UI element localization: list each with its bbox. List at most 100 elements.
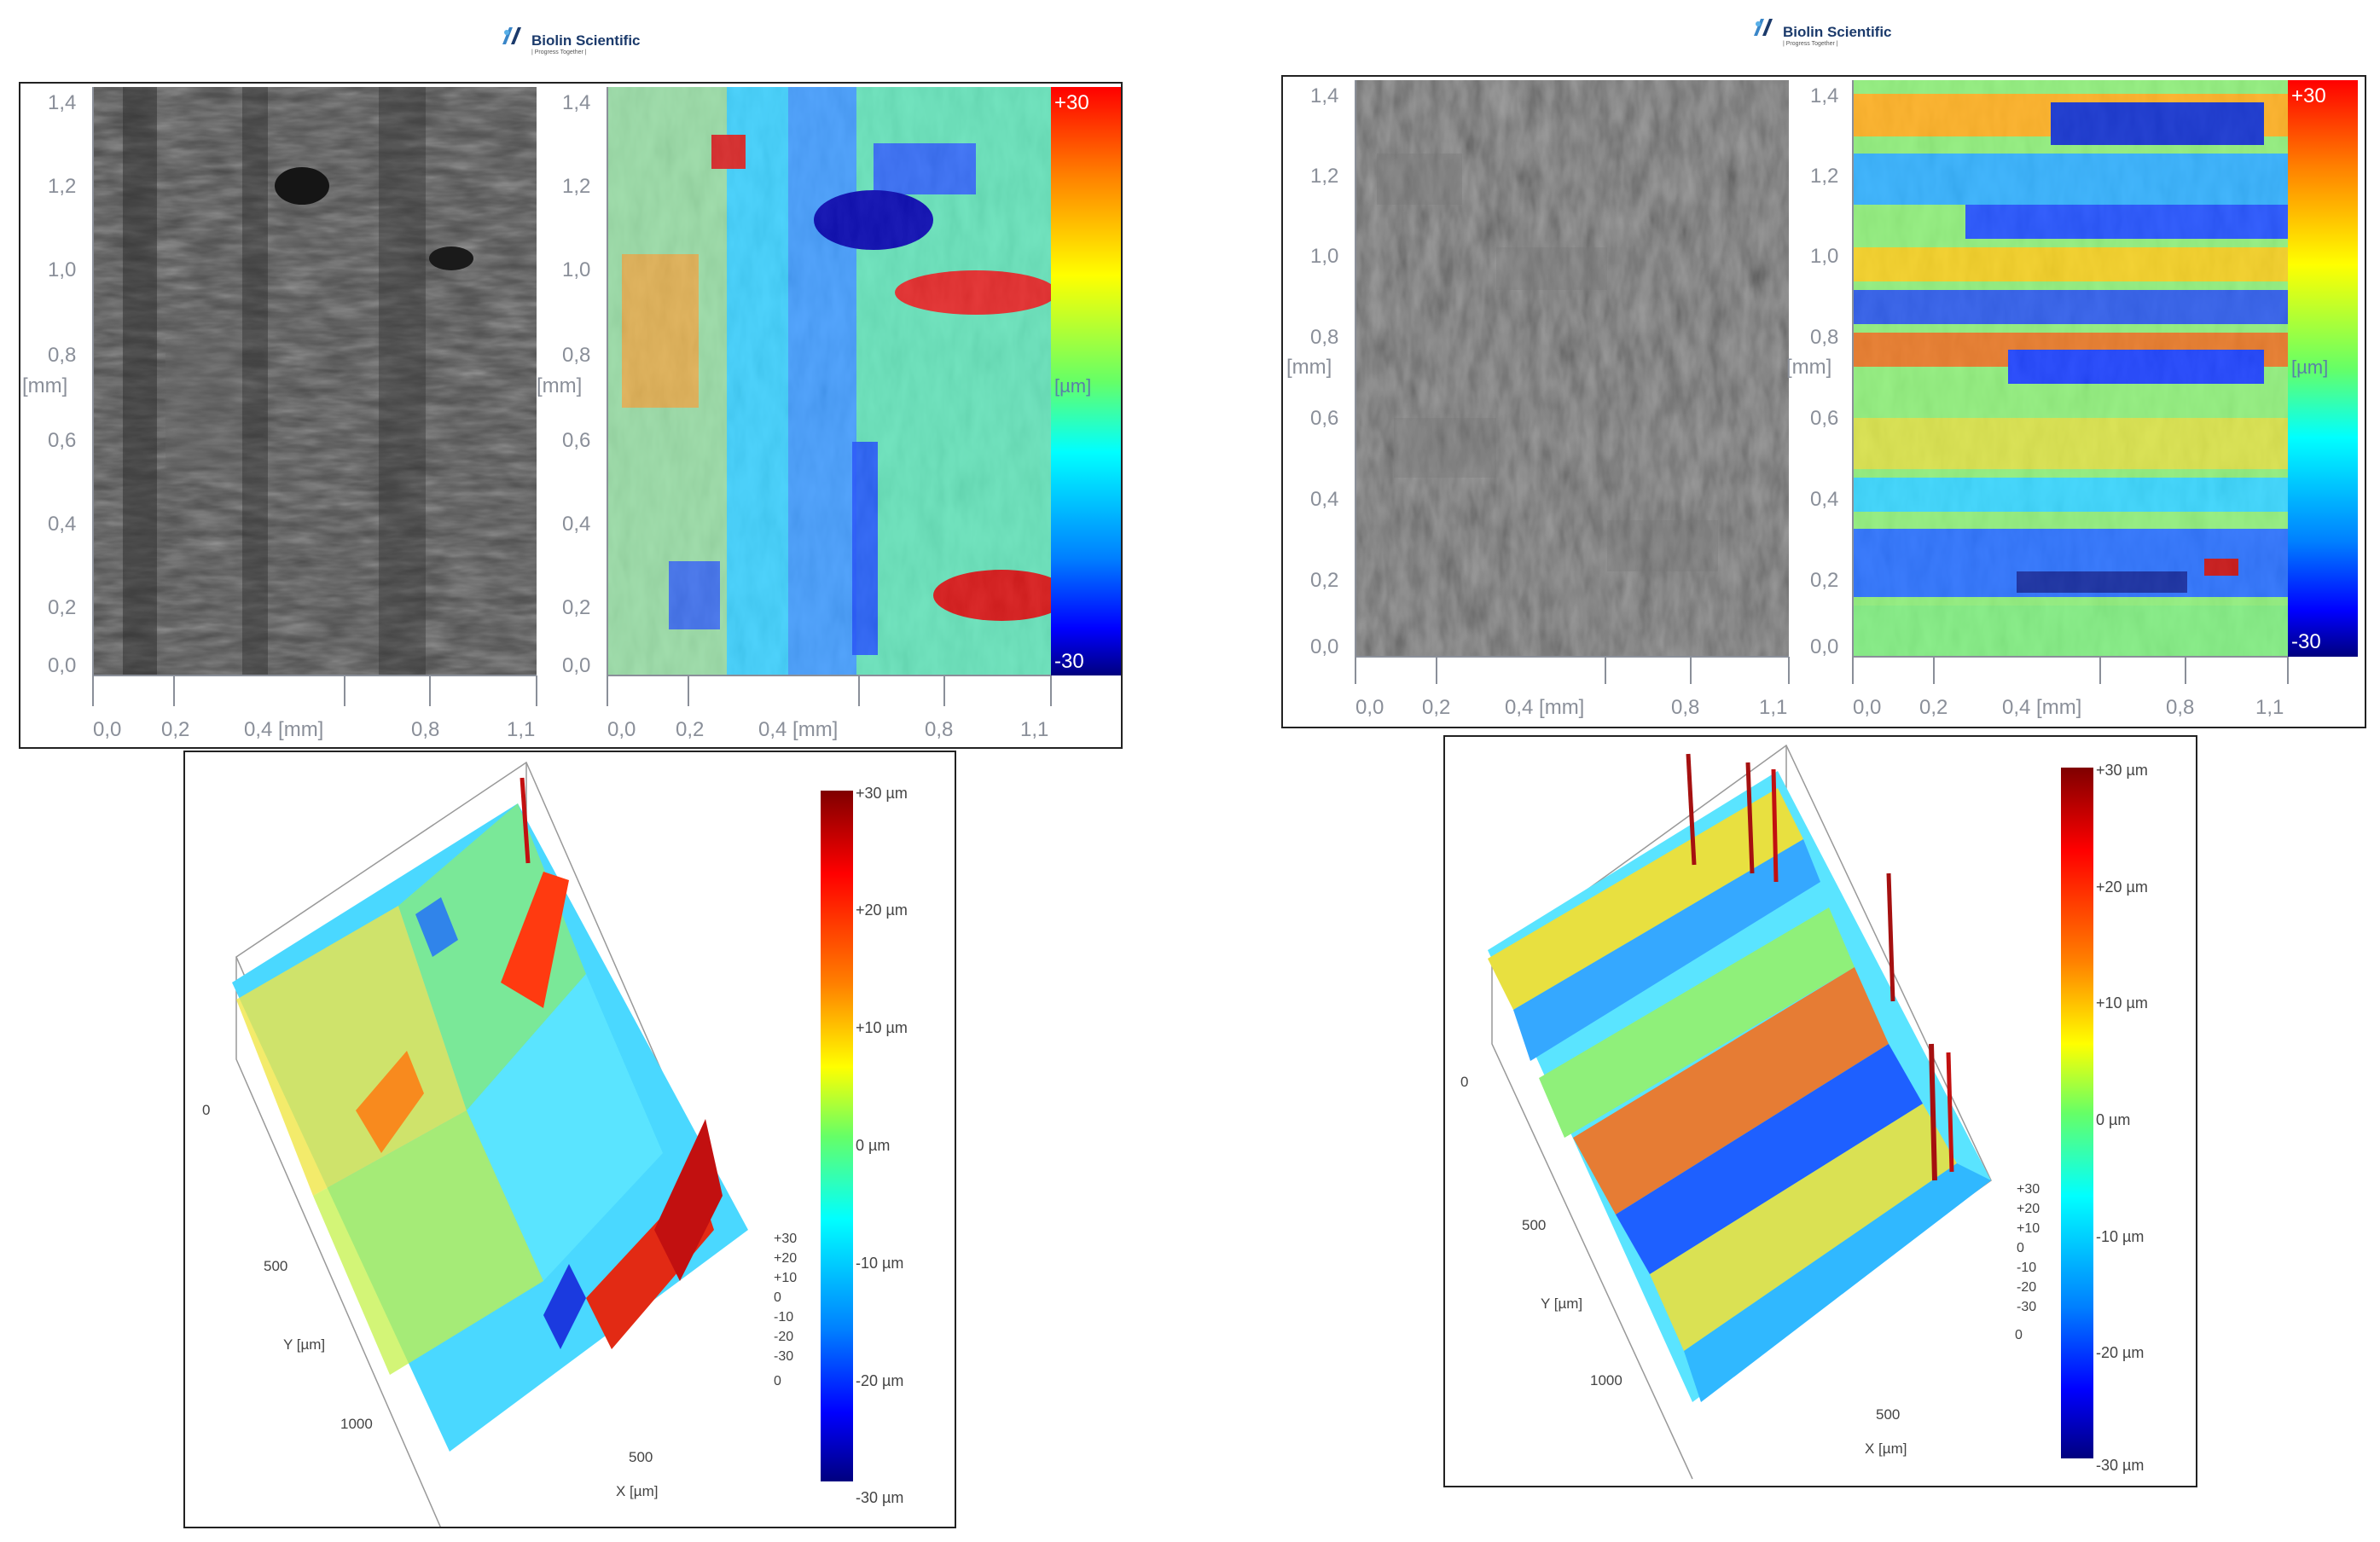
axis-label: 0,0 (1853, 696, 1881, 719)
axis-label: -20 (2017, 1280, 2036, 1295)
x-tick: 1,1 (507, 718, 535, 741)
right-color-x-axis: 0,0 0,2 0,4 [mm] 0,8 1,1 (1852, 656, 2289, 719)
axis-label: +30 µm (2096, 762, 2148, 779)
right-2d-maps: 1,4 1,2 1,0 0,8 [mm] 0,6 0,4 0,2 0,0 0,0… (1286, 80, 2358, 719)
axis-label: 1,0 (1310, 245, 1338, 268)
left-color-x-axis: 0,0 0,2 0,4 [mm] 0,8 1,1 (607, 675, 1052, 741)
axis-label: -30 (2291, 630, 2321, 653)
right-2d-colorbar: +30 [µm] -30 (2288, 80, 2358, 657)
axis-label: +20 µm (2096, 878, 2148, 896)
axis-label: +10 µm (856, 1019, 908, 1036)
left-3d-colorbar: +30 µm +20 µm +10 µm 0 µm -10 µm -20 µm … (821, 785, 908, 1506)
y-tick: 0,6 (562, 429, 590, 452)
axis-label: -20 µm (856, 1372, 903, 1389)
axis-label: +20 (774, 1251, 797, 1266)
axis-label: 500 (1522, 1217, 1546, 1233)
axis-label: 0 (2017, 1241, 2024, 1255)
right-x-axis: 500 X [µm] (1865, 1406, 1907, 1457)
y-tick: 0,2 (562, 596, 590, 619)
brand-logo-right: Biolin Scientific | Progress Together | (1750, 15, 1892, 47)
axis-label: -30 (2017, 1300, 2036, 1314)
axis-label: 0,8 (1671, 696, 1699, 719)
axis-label: X [µm] (1865, 1441, 1907, 1457)
axis-label: Y [µm] (283, 1336, 325, 1353)
brand-tagline: | Progress Together | (1783, 41, 1838, 47)
axis-label: 0 µm (2096, 1111, 2130, 1128)
axis-label: +30 (2291, 84, 2326, 107)
axis-label: +10 (2017, 1221, 2040, 1236)
axis-label: [mm] (1286, 356, 1332, 379)
brand-tagline: | Progress Together | (531, 49, 587, 55)
right-height-map (1853, 80, 2288, 657)
axis-label: 0,8 (2166, 696, 2194, 719)
axis-label: 0,6 (1810, 407, 1838, 430)
left-height-map (607, 87, 1070, 675)
x-tick: 0,4 [mm] (758, 718, 838, 741)
axis-label: 0,4 (1810, 488, 1838, 511)
colorbar-bottom: -30 (1054, 650, 1084, 673)
axis-label: 0 µm (856, 1137, 890, 1154)
axis-label: +30 (2017, 1182, 2040, 1197)
left-gray-x-axis: 0,0 0,2 0,4 [mm] 0,8 1,1 (92, 675, 537, 741)
y-tick: 0,6 (48, 429, 76, 452)
axis-label: -30 (774, 1349, 793, 1364)
y-tick: 1,4 (562, 91, 590, 114)
x-tick: 0,2 (676, 718, 704, 741)
y-tick: 1,2 (48, 175, 76, 198)
axis-label: 0,6 (1310, 407, 1338, 430)
x-tick: 0,8 (411, 718, 439, 741)
right-y-axis: 0 500 Y [µm] 1000 (1460, 1074, 1622, 1388)
brand-name: Biolin Scientific (1783, 24, 1892, 40)
axis-label: 1,2 (1310, 165, 1338, 188)
axis-label: 1,2 (1810, 165, 1838, 188)
right-3d-plot: +30 +20 +10 0 -10 -20 -30 0 0 500 Y [µm]… (1460, 744, 2148, 1480)
axis-label: 1,1 (1759, 696, 1787, 719)
axis-label: 0,2 (1422, 696, 1450, 719)
axis-label: 0,2 (1310, 569, 1338, 592)
axis-label: 1000 (1590, 1372, 1622, 1388)
right-gray-y-axis: 1,4 1,2 1,0 0,8 [mm] 0,6 0,4 0,2 0,0 (1286, 80, 1356, 658)
y-unit: [mm] (537, 374, 582, 397)
axis-label: 1000 (340, 1416, 373, 1432)
axis-label: 0 (202, 1102, 210, 1118)
axis-label: -20 µm (2096, 1344, 2144, 1361)
y-tick: 0,2 (48, 596, 76, 619)
y-tick: 1,0 (562, 258, 590, 281)
axis-label: 0,2 (1919, 696, 1948, 719)
right-optical-image (1355, 80, 1789, 657)
axis-label: -10 µm (856, 1255, 903, 1272)
axis-label: 0,8 (1810, 326, 1838, 349)
axis-label: [µm] (2291, 357, 2328, 378)
left-3d-plot: +30 +20 +10 0 -10 -20 -30 0 0 500 Y [µm]… (202, 761, 908, 1529)
axis-label: 0,0 (1355, 696, 1384, 719)
left-2d-maps-frame: 1,4 1,2 1,0 0,8 [mm] 0,6 0,4 0,2 0,0 0,0… (19, 82, 1123, 749)
axis-label: 1,1 (2255, 696, 2284, 719)
axis-label: X [µm] (616, 1483, 658, 1499)
axis-label: -10 (2017, 1261, 2036, 1275)
axis-label: 500 (1876, 1406, 1900, 1423)
left-surface (232, 777, 748, 1452)
y-tick: 0,4 (48, 513, 76, 536)
y-tick: 0,8 (48, 344, 76, 367)
axis-label: -10 (774, 1310, 793, 1325)
axis-label: 0,4 [mm] (2002, 696, 2081, 719)
left-y-axis: 0 500 Y [µm] 1000 (202, 1102, 373, 1432)
y-tick: 0,0 (562, 654, 590, 677)
axis-label: 0,0 (1310, 635, 1338, 658)
axis-label: 0,4 (1310, 488, 1338, 511)
brand-logo: Biolin Scientific | Progress Together | (499, 24, 641, 55)
axis-label: 1,4 (1810, 84, 1838, 107)
axis-label: -10 µm (2096, 1228, 2144, 1245)
axis-label: +30 µm (856, 785, 908, 802)
axis-label: +10 (774, 1271, 797, 1285)
x-tick: 0,0 (607, 718, 636, 741)
right-surface (1488, 753, 1991, 1402)
axis-label: -30 µm (2096, 1457, 2144, 1474)
left-x-axis: 500 X [µm] (616, 1449, 658, 1499)
colorbar-top: +30 (1054, 91, 1089, 114)
x-tick: 0,0 (93, 718, 121, 741)
y-tick: 1,2 (562, 175, 590, 198)
axis-label: +20 µm (856, 901, 908, 919)
y-tick: 0,4 (562, 513, 590, 536)
axis-label: 500 (629, 1449, 653, 1465)
